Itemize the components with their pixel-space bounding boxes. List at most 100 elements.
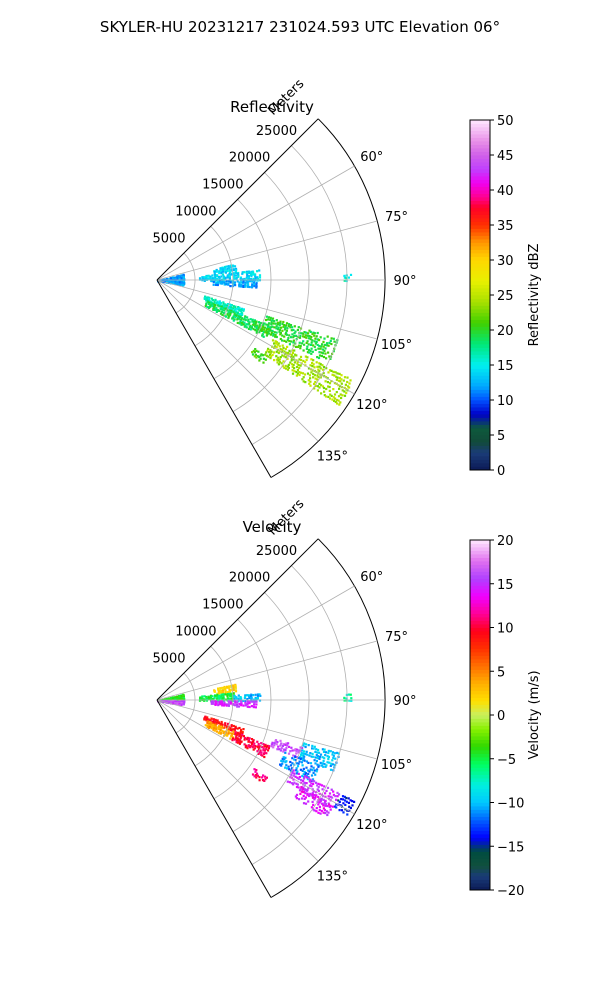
echo-cell — [325, 376, 328, 379]
echo-cell — [219, 307, 222, 311]
echo-cell — [212, 700, 215, 703]
echo-cell — [227, 280, 231, 283]
echo-cell — [271, 339, 275, 342]
echo-cell — [268, 351, 271, 354]
echo-cell — [267, 328, 270, 331]
colorbar-segment — [470, 659, 490, 663]
echo-cell — [212, 728, 215, 731]
colorbar-segment — [470, 407, 490, 411]
echo-cell — [251, 283, 254, 286]
colorbar-segment — [470, 676, 490, 681]
colorbar-segment — [470, 256, 490, 261]
echo-cell — [317, 803, 320, 806]
echo-cell — [225, 704, 228, 707]
echo-cell — [180, 277, 183, 280]
colorbar-label: Velocity (m/s) — [527, 670, 542, 759]
echo-cell — [281, 334, 284, 337]
echo-cell — [348, 699, 351, 702]
echo-cell — [335, 375, 338, 378]
echo-cell — [293, 361, 296, 364]
echo-cell — [287, 352, 290, 355]
range-tick-label: 5000 — [152, 651, 185, 666]
colorbar-tick-label: 10 — [497, 622, 514, 637]
echo-cell — [265, 315, 268, 318]
echo-cell — [226, 722, 230, 725]
colorbar-segment — [470, 438, 490, 443]
echo-cell — [207, 274, 210, 277]
echo-cell — [313, 794, 316, 797]
echo-cell — [219, 281, 222, 284]
echo-cell — [288, 334, 291, 337]
echo-cell — [180, 283, 183, 286]
echo-cell — [300, 358, 303, 362]
echo-cell — [326, 804, 329, 808]
echo-cell — [228, 689, 231, 692]
echo-cell — [324, 754, 327, 757]
echo-cell — [297, 751, 300, 754]
colorbar-tick-label: 45 — [497, 149, 514, 164]
echo-cell — [227, 725, 230, 728]
echo-cell — [253, 701, 256, 704]
colorbar-segment — [470, 872, 490, 877]
echo-cell — [228, 690, 231, 694]
echo-cell — [304, 355, 307, 358]
echo-cell — [212, 308, 215, 311]
sector-edge — [156, 538, 319, 701]
colorbar-segment — [470, 137, 490, 142]
echo-cell — [302, 380, 305, 383]
echo-cell — [208, 721, 211, 724]
echo-cell — [245, 326, 248, 329]
echo-cell — [222, 278, 225, 281]
echo-cell — [318, 339, 321, 342]
echo-cell — [290, 336, 293, 339]
echo-cell — [245, 272, 248, 275]
echo-cell — [327, 751, 330, 755]
echo-cell — [255, 283, 258, 286]
echo-cell — [251, 285, 254, 288]
echo-cell — [209, 275, 212, 278]
echo-cell — [216, 283, 219, 287]
colorbar-segment — [470, 827, 490, 831]
echo-cell — [282, 743, 285, 746]
echo-cell — [306, 372, 310, 375]
echo-cell — [246, 277, 249, 281]
angle-tick-label: 105° — [381, 758, 412, 773]
echo-cell — [333, 399, 336, 402]
echo-cell — [216, 304, 219, 307]
echo-cell — [261, 333, 264, 336]
echo-cell — [233, 276, 236, 280]
echo-cell — [293, 353, 297, 356]
echo-cell — [298, 341, 301, 344]
colorbar-segment — [470, 148, 490, 152]
echo-cell — [313, 759, 316, 762]
velocity-labels: Velocity500010000150002000025000Meters60… — [152, 496, 416, 884]
echo-cell — [304, 772, 308, 775]
colorbar-segment — [470, 792, 490, 796]
echo-cell — [270, 321, 273, 324]
echo-cell — [248, 737, 251, 740]
echo-cell — [216, 274, 219, 277]
echo-cell — [283, 355, 286, 358]
echo-cell — [271, 325, 274, 328]
echo-cell — [294, 759, 297, 762]
echo-cell — [178, 703, 181, 707]
echo-cell — [311, 788, 314, 791]
echo-cell — [343, 376, 347, 379]
range-circle — [194, 646, 234, 767]
echo-cell — [311, 339, 314, 342]
echo-cell — [241, 278, 244, 281]
echo-cell — [281, 344, 284, 347]
echo-cell — [198, 277, 202, 280]
echo-cell — [210, 702, 213, 705]
echo-cell — [321, 748, 324, 751]
echo-cell — [240, 323, 243, 326]
echo-cell — [348, 386, 351, 389]
echo-cell — [258, 331, 261, 334]
angle-tick-label: 75° — [385, 630, 408, 645]
echo-cell — [210, 727, 213, 730]
echo-cell — [325, 395, 328, 398]
echo-cell — [227, 700, 230, 703]
echo-cell — [311, 778, 315, 781]
colorbar-segment — [470, 179, 490, 184]
